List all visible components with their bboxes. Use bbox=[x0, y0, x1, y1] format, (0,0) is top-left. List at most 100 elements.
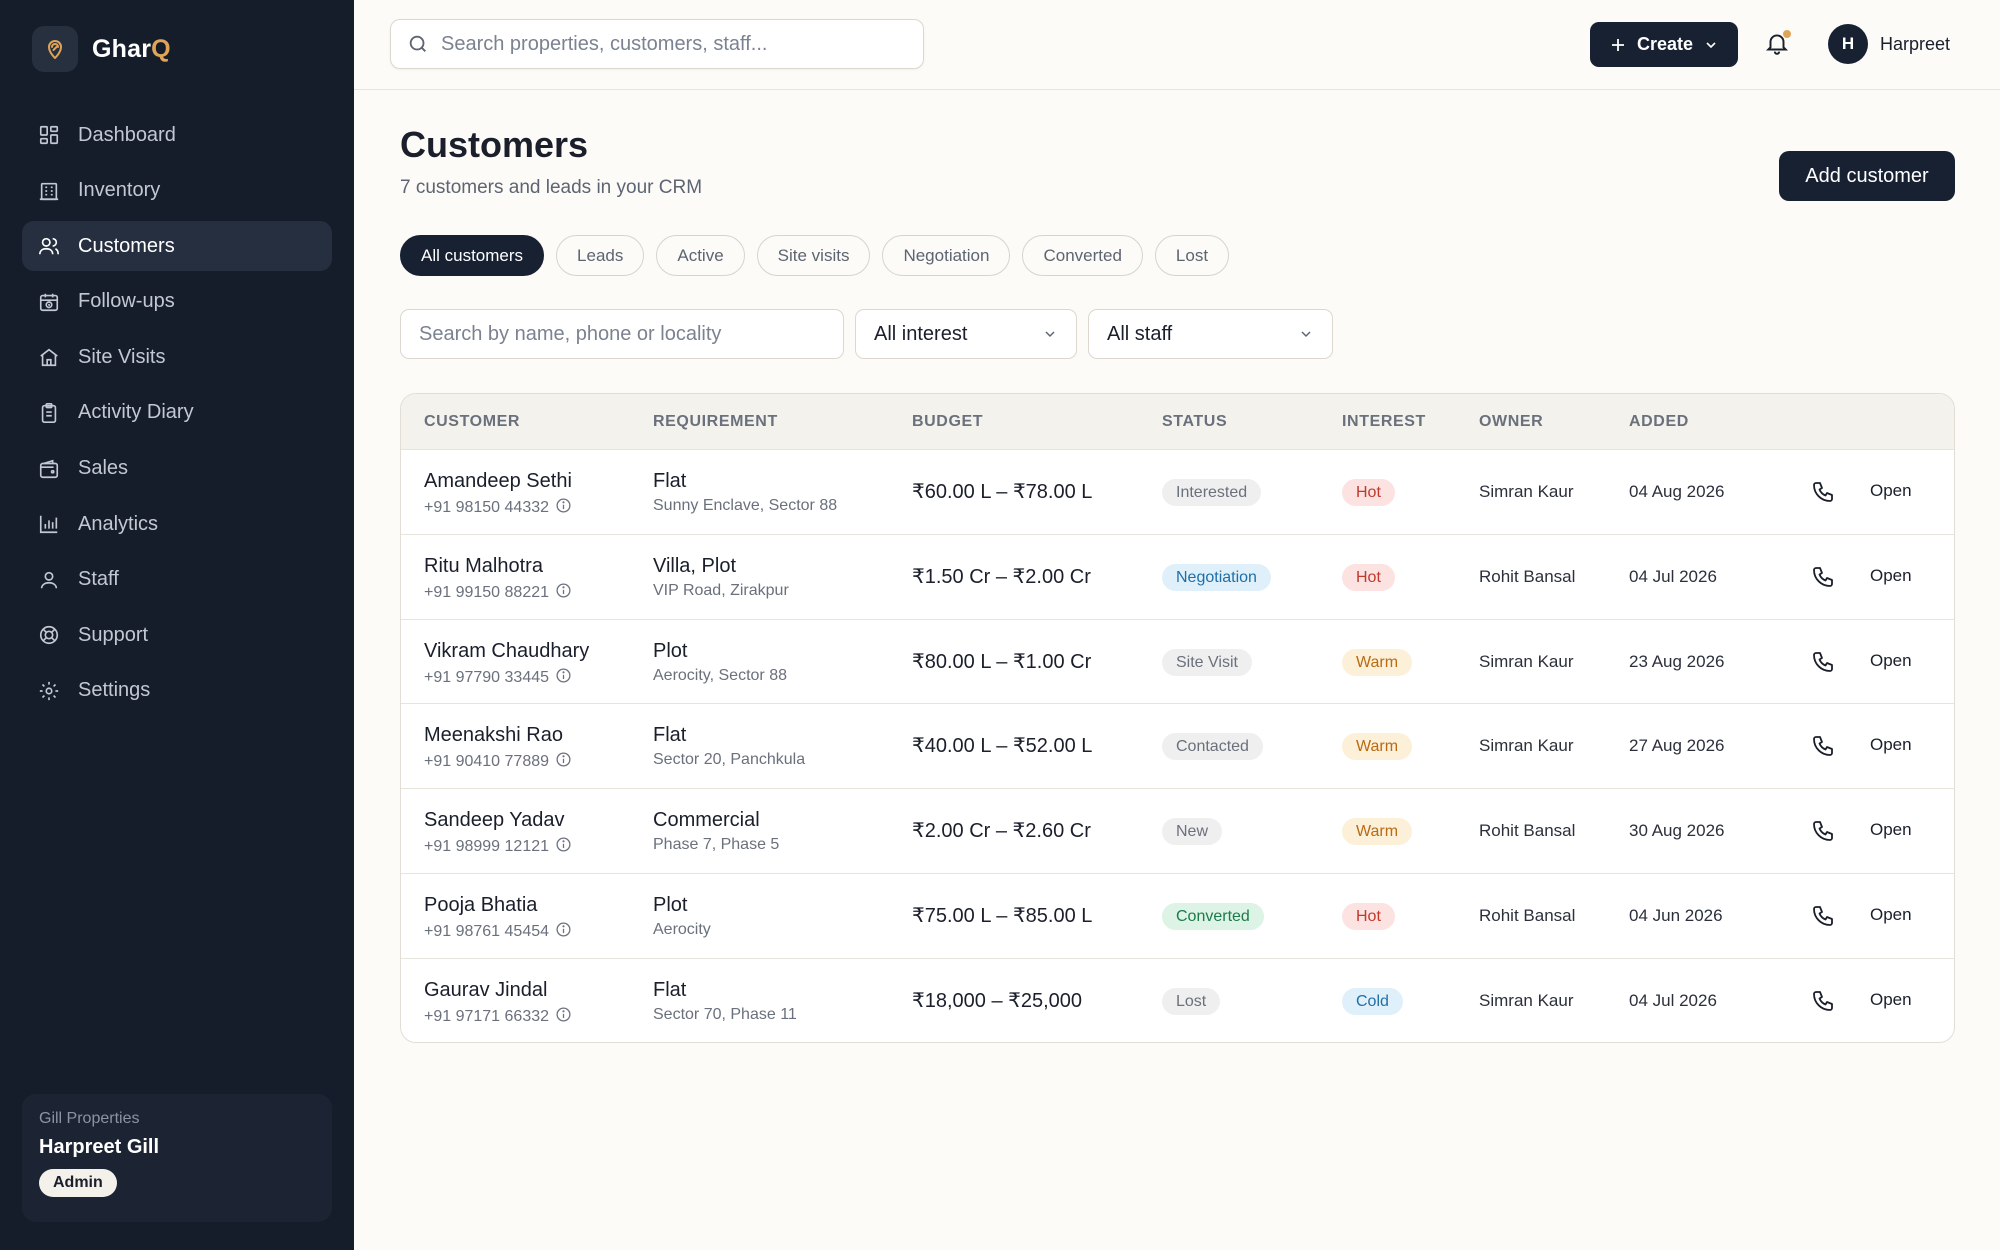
table-row[interactable]: Amandeep Sethi +91 98150 44332 Flat Sunny E… bbox=[401, 450, 1954, 535]
phone-icon[interactable] bbox=[1811, 650, 1835, 674]
status-badge: Interested bbox=[1162, 479, 1262, 506]
open-button[interactable]: Open bbox=[1870, 481, 1912, 500]
sidebar-item-staff[interactable]: Staff bbox=[22, 555, 332, 605]
customer-phone-line: +91 90410 77889 bbox=[424, 751, 572, 773]
user-menu[interactable]: H Harpreet bbox=[1828, 24, 1950, 64]
sidebar-item-dashboard[interactable]: Dashboard bbox=[22, 110, 332, 160]
interest-select[interactable]: All interest bbox=[855, 309, 1077, 359]
status-badge: Contacted bbox=[1162, 733, 1263, 761]
header-added[interactable]: ADDED bbox=[1629, 413, 1689, 430]
info-icon[interactable] bbox=[555, 497, 572, 519]
global-search[interactable] bbox=[390, 19, 924, 69]
sidebar-item-sales[interactable]: Sales bbox=[22, 444, 332, 494]
customer-search-input[interactable] bbox=[400, 309, 844, 359]
phone-icon[interactable] bbox=[1811, 989, 1835, 1013]
open-button[interactable]: Open bbox=[1870, 820, 1912, 840]
grid-icon bbox=[39, 125, 59, 145]
phone-icon[interactable] bbox=[1811, 904, 1835, 928]
info-icon[interactable] bbox=[555, 751, 572, 773]
requirement-location: Sunny Enclave, Sector 88 bbox=[653, 497, 838, 514]
table-row[interactable]: Sandeep Yadav +91 98999 12121 Commercial Ph… bbox=[401, 789, 1954, 874]
sidebar-item-label: Settings bbox=[78, 679, 151, 702]
account-org: Gill Properties bbox=[39, 1110, 140, 1127]
account-name: Harpreet Gill bbox=[39, 1136, 160, 1158]
interest-badge: Cold bbox=[1342, 987, 1403, 1015]
customer-name[interactable]: Vikram Chaudhary bbox=[424, 639, 590, 662]
customer-cell: Amandeep Sethi +91 98150 44332 bbox=[424, 470, 572, 519]
building-icon bbox=[39, 182, 59, 200]
customer-cell: Meenakshi Rao +91 90410 77889 bbox=[424, 724, 572, 773]
phone-icon[interactable] bbox=[1811, 819, 1835, 843]
info-icon[interactable] bbox=[555, 836, 572, 858]
interest-cell: Cold bbox=[1342, 987, 1403, 1015]
customer-name[interactable]: Pooja Bhatia bbox=[424, 893, 538, 916]
open-button[interactable]: Open bbox=[1870, 565, 1912, 585]
open-button[interactable]: Open bbox=[1870, 989, 1912, 1009]
requirement-type: Villa, Plot bbox=[653, 554, 737, 577]
global-search-input[interactable] bbox=[441, 32, 901, 56]
tab-converted[interactable]: Converted bbox=[1022, 235, 1143, 276]
table-body: Amandeep Sethi +91 98150 44332 Flat Sunny E… bbox=[401, 450, 1954, 1042]
header-budget[interactable]: BUDGET bbox=[912, 413, 984, 430]
owner-cell: Simran Kaur bbox=[1479, 990, 1574, 1010]
customer-phone-line: +91 98761 45454 bbox=[424, 921, 572, 943]
interest-badge: Hot bbox=[1342, 902, 1395, 930]
sidebar-item-site-visits[interactable]: Site Visits bbox=[22, 332, 332, 382]
table-row[interactable]: Vikram Chaudhary +91 97790 33445 Plot Aeroc… bbox=[401, 620, 1954, 705]
header-interest[interactable]: INTEREST bbox=[1342, 413, 1426, 430]
sidebar-item-activity-diary[interactable]: Activity Diary bbox=[22, 388, 332, 438]
header-customer[interactable]: CUSTOMER bbox=[424, 413, 521, 430]
header-status[interactable]: STATUS bbox=[1162, 413, 1228, 430]
customer-name[interactable]: Meenakshi Rao bbox=[424, 724, 563, 747]
tab-negotiation[interactable]: Negotiation bbox=[882, 235, 1011, 276]
customer-name[interactable]: Sandeep Yadav bbox=[424, 809, 565, 832]
requirement-cell: Plot Aerocity, Sector 88 bbox=[653, 640, 787, 685]
open-button[interactable]: Open bbox=[1870, 735, 1912, 755]
account-card[interactable]: Gill Properties Harpreet Gill Admin bbox=[22, 1094, 332, 1222]
tab-all-customers[interactable]: All customers bbox=[400, 235, 545, 276]
table-row[interactable]: Pooja Bhatia +91 98761 45454 Plot Aerocity ₹… bbox=[401, 874, 1954, 959]
sidebar-item-customers[interactable]: Customers bbox=[22, 221, 332, 272]
notification-dot bbox=[1783, 30, 1791, 38]
sidebar-item-analytics[interactable]: Analytics bbox=[22, 499, 332, 549]
add-customer-button[interactable]: Add customer bbox=[1779, 151, 1955, 201]
customer-phone: +91 98150 44332 bbox=[424, 499, 550, 516]
table-row[interactable]: Gaurav Jindal +91 97171 66332 Flat Sector 7… bbox=[401, 959, 1954, 1042]
tab-site-visits[interactable]: Site visits bbox=[756, 235, 871, 276]
sidebar-item-inventory[interactable]: Inventory bbox=[22, 166, 332, 216]
tab-lost[interactable]: Lost bbox=[1154, 235, 1230, 276]
notifications-button[interactable] bbox=[1764, 30, 1792, 58]
staff-select[interactable]: All staff bbox=[1088, 309, 1333, 359]
sidebar-item-follow-ups[interactable]: Follow-ups bbox=[22, 277, 332, 327]
status-cell: New bbox=[1162, 818, 1223, 846]
info-icon[interactable] bbox=[555, 921, 572, 943]
phone-icon[interactable] bbox=[1811, 565, 1835, 589]
info-icon[interactable] bbox=[555, 582, 572, 604]
brand[interactable]: GharQ bbox=[32, 26, 171, 72]
table-row[interactable]: Ritu Malhotra +91 99150 88221 Villa, Plot V… bbox=[401, 535, 1954, 620]
info-icon[interactable] bbox=[555, 667, 572, 689]
budget-cell: ₹1.50 Cr – ₹2.00 Cr bbox=[912, 565, 1091, 588]
customer-cell: Sandeep Yadav +91 98999 12121 bbox=[424, 809, 572, 858]
tab-active[interactable]: Active bbox=[656, 235, 745, 276]
header-requirement[interactable]: REQUIREMENT bbox=[653, 413, 778, 430]
create-button[interactable]: Create bbox=[1590, 22, 1738, 67]
customer-name[interactable]: Gaurav Jindal bbox=[424, 978, 548, 1001]
sidebar-item-support[interactable]: Support bbox=[22, 610, 332, 660]
bar-chart-icon bbox=[39, 515, 58, 534]
customer-phone: +91 97790 33445 bbox=[424, 668, 550, 686]
tab-leads[interactable]: Leads bbox=[556, 235, 645, 276]
added-cell: 04 Jul 2026 bbox=[1629, 990, 1717, 1010]
info-icon[interactable] bbox=[555, 1006, 572, 1028]
status-cell: Contacted bbox=[1162, 733, 1263, 761]
open-button[interactable]: Open bbox=[1870, 650, 1912, 670]
open-button[interactable]: Open bbox=[1870, 904, 1912, 924]
customer-name[interactable]: Ritu Malhotra bbox=[424, 554, 543, 577]
table-row[interactable]: Meenakshi Rao +91 90410 77889 Flat Sector 2… bbox=[401, 704, 1954, 790]
phone-icon[interactable] bbox=[1811, 480, 1835, 504]
customer-name[interactable]: Amandeep Sethi bbox=[424, 470, 572, 492]
sidebar-item-settings[interactable]: Settings bbox=[22, 666, 332, 716]
header-owner[interactable]: OWNER bbox=[1479, 413, 1544, 430]
phone-icon[interactable] bbox=[1811, 734, 1835, 758]
interest-cell: Hot bbox=[1342, 563, 1395, 591]
